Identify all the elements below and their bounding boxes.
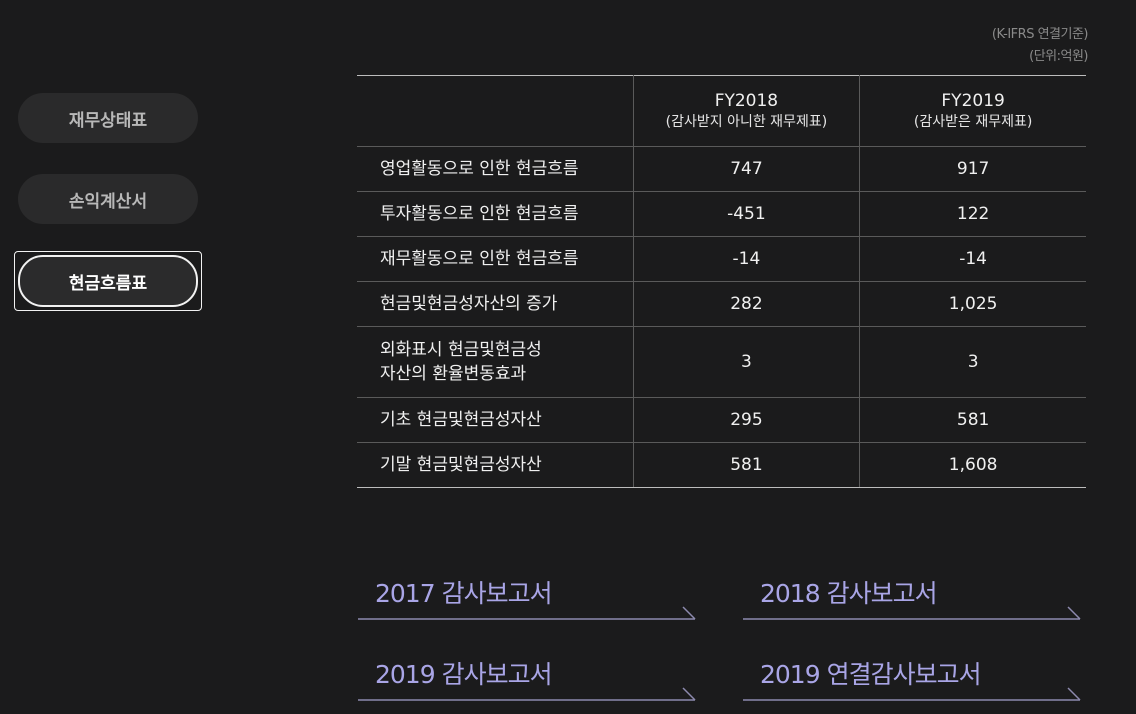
table-row: 현금및현금성자산의 증가 282 1,025 <box>357 281 1086 327</box>
table-row: 투자활동으로 인한 현금흐름 -451 122 <box>357 191 1086 237</box>
table-row: 기말 현금및현금성자산 581 1,608 <box>357 442 1086 488</box>
header-year: FY2019 <box>941 91 1005 111</box>
report-link-2018[interactable]: 2018 감사보고서 <box>742 574 1082 620</box>
arrow-right-icon <box>358 687 696 701</box>
cell-fy2019: 3 <box>859 326 1086 398</box>
cash-flow-table: FY2018 (감사받지 아니한 재무제표) FY2019 (감사받은 재무제표… <box>357 75 1086 488</box>
row-label: 현금및현금성자산의 증가 <box>357 281 634 327</box>
cell-fy2019: 122 <box>859 191 1086 237</box>
arrow-right-icon <box>743 687 1081 701</box>
table-header-row: FY2018 (감사받지 아니한 재무제표) FY2019 (감사받은 재무제표… <box>357 75 1086 147</box>
arrow-right-icon <box>743 606 1081 620</box>
report-link-label: 2018 감사보고서 <box>760 579 938 608</box>
tab-cash-flow-statement[interactable]: 현금흐름표 <box>18 255 198 307</box>
table-row: 영업활동으로 인한 현금흐름 747 917 <box>357 146 1086 192</box>
unit-note: (K-IFRS 연결기준) (단위:억원) <box>991 24 1089 68</box>
cell-fy2019: 917 <box>859 146 1086 192</box>
row-label: 기말 현금및현금성자산 <box>357 442 634 488</box>
cell-fy2019: -14 <box>859 236 1086 282</box>
report-link-2019-consolidated[interactable]: 2019 연결감사보고서 <box>742 655 1082 701</box>
row-label: 투자활동으로 인한 현금흐름 <box>357 191 634 237</box>
cell-fy2018: 282 <box>632 281 860 327</box>
sidebar-nav: 재무상태표 손익계산서 현금흐름표 <box>0 0 220 714</box>
cell-fy2018: -451 <box>632 191 860 237</box>
cell-fy2018: 295 <box>632 397 860 443</box>
cell-fy2019: 1,025 <box>859 281 1086 327</box>
row-label: 영업활동으로 인한 현금흐름 <box>357 146 634 192</box>
arrow-right-icon <box>358 606 696 620</box>
row-label: 재무활동으로 인한 현금흐름 <box>357 236 634 282</box>
table-row: 기초 현금및현금성자산 295 581 <box>357 397 1086 443</box>
header-note: (감사받지 아니한 재무제표) <box>665 114 828 130</box>
unit-basis: (K-IFRS 연결기준) <box>991 27 1089 42</box>
active-tab-focus-ring <box>14 251 202 311</box>
cell-fy2019: 1,608 <box>859 442 1086 488</box>
header-year: FY2018 <box>714 91 779 111</box>
cell-fy2018: -14 <box>632 236 860 282</box>
report-link-label: 2019 감사보고서 <box>375 660 553 689</box>
row-label-line-1: 외화표시 현금및현금성 <box>380 340 542 360</box>
row-label: 기초 현금및현금성자산 <box>357 397 634 443</box>
header-fy2018: FY2018 (감사받지 아니한 재무제표) <box>632 75 860 147</box>
tab-income-statement[interactable]: 손익계산서 <box>18 174 198 224</box>
table-row: 외화표시 현금및현금성 자산의 환율변동효과 3 3 <box>357 326 1086 398</box>
row-label-line-2: 자산의 환율변동효과 <box>380 364 527 384</box>
report-link-2017[interactable]: 2017 감사보고서 <box>357 574 697 620</box>
cell-fy2018: 581 <box>632 442 860 488</box>
header-empty-cell <box>357 75 634 147</box>
header-note: (감사받은 재무제표) <box>913 114 1033 130</box>
tab-balance-sheet[interactable]: 재무상태표 <box>18 93 198 143</box>
cell-fy2019: 581 <box>859 397 1086 443</box>
report-link-label: 2017 감사보고서 <box>375 579 553 608</box>
row-label: 외화표시 현금및현금성 자산의 환율변동효과 <box>357 326 634 398</box>
cell-fy2018: 747 <box>632 146 860 192</box>
cell-fy2018: 3 <box>632 326 860 398</box>
table-row: 재무활동으로 인한 현금흐름 -14 -14 <box>357 236 1086 282</box>
header-fy2019: FY2019 (감사받은 재무제표) <box>859 75 1086 147</box>
report-link-label: 2019 연결감사보고서 <box>760 660 982 689</box>
unit-currency: (단위:억원) <box>1029 49 1088 64</box>
report-link-2019[interactable]: 2019 감사보고서 <box>357 655 697 701</box>
